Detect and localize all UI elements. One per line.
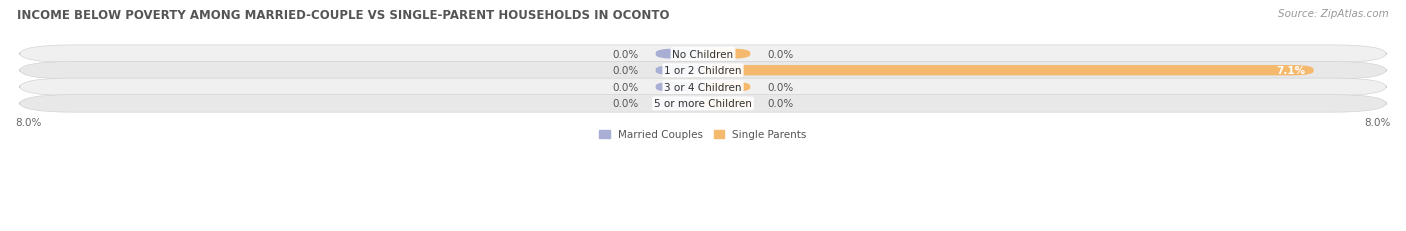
FancyBboxPatch shape [20, 46, 1386, 63]
Text: 0.0%: 0.0% [612, 49, 638, 59]
FancyBboxPatch shape [655, 99, 703, 109]
Text: 8.0%: 8.0% [1365, 117, 1391, 127]
FancyBboxPatch shape [655, 82, 703, 93]
Text: 0.0%: 0.0% [612, 99, 638, 109]
FancyBboxPatch shape [20, 62, 1386, 80]
FancyBboxPatch shape [20, 95, 1386, 113]
Text: 5 or more Children: 5 or more Children [654, 99, 752, 109]
Text: 8.0%: 8.0% [15, 117, 41, 127]
Text: 0.0%: 0.0% [612, 82, 638, 92]
FancyBboxPatch shape [703, 82, 751, 93]
FancyBboxPatch shape [655, 66, 703, 76]
FancyBboxPatch shape [20, 79, 1386, 96]
Text: 0.0%: 0.0% [768, 99, 794, 109]
Text: No Children: No Children [672, 49, 734, 59]
FancyBboxPatch shape [703, 49, 751, 60]
FancyBboxPatch shape [703, 66, 1313, 76]
Legend: Married Couples, Single Parents: Married Couples, Single Parents [595, 126, 811, 144]
FancyBboxPatch shape [655, 49, 703, 60]
Text: 7.1%: 7.1% [1275, 66, 1305, 76]
Text: 3 or 4 Children: 3 or 4 Children [664, 82, 742, 92]
FancyBboxPatch shape [703, 99, 751, 109]
Text: 0.0%: 0.0% [612, 66, 638, 76]
Text: INCOME BELOW POVERTY AMONG MARRIED-COUPLE VS SINGLE-PARENT HOUSEHOLDS IN OCONTO: INCOME BELOW POVERTY AMONG MARRIED-COUPL… [17, 9, 669, 22]
Text: Source: ZipAtlas.com: Source: ZipAtlas.com [1278, 9, 1389, 19]
Text: 0.0%: 0.0% [768, 82, 794, 92]
Text: 0.0%: 0.0% [768, 49, 794, 59]
Text: 1 or 2 Children: 1 or 2 Children [664, 66, 742, 76]
